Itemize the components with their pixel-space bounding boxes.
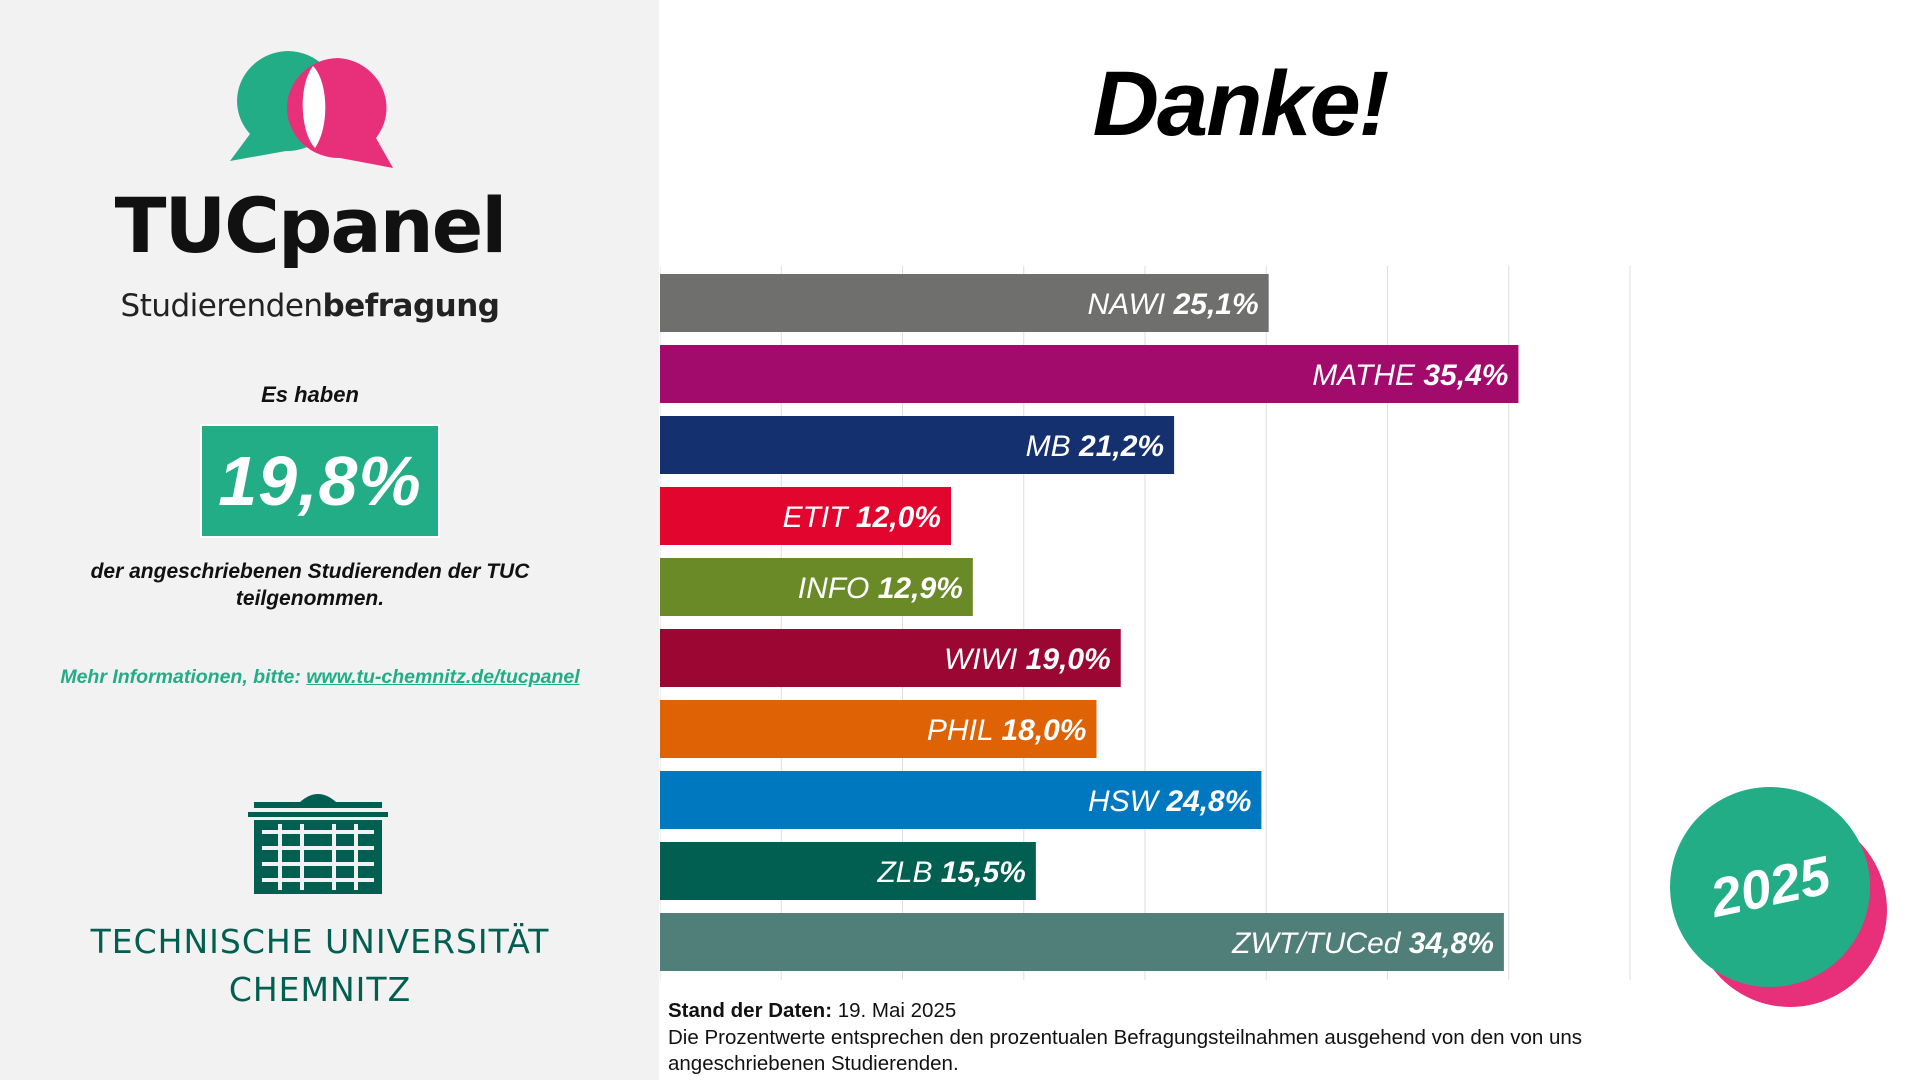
data-note: Stand der Daten: 19. Mai 2025 Die Prozen… <box>668 998 1668 1078</box>
bar-info <box>660 558 973 616</box>
more-info-label: Mehr Informationen, bitte: <box>60 666 307 688</box>
bar-label: INFO 12,9% <box>798 572 963 605</box>
category-label: ZWT/TUCed <box>1231 927 1409 960</box>
university-name-line1: TECHNISCHE UNIVERSITÄT <box>90 922 550 961</box>
more-info: Mehr Informationen, bitte: www.tu-chemni… <box>0 666 640 689</box>
overall-percentage-badge: 19,8% <box>200 424 440 538</box>
value-label: 12,0% <box>856 501 941 534</box>
bar-label: WIWI 19,0% <box>944 643 1111 676</box>
bar-label: ETIT 12,0% <box>783 501 941 534</box>
value-label: 12,9% <box>878 572 963 605</box>
category-label: MB <box>1026 430 1079 463</box>
bar-zlb <box>660 842 1036 900</box>
bar-zwttuced <box>660 913 1504 971</box>
category-label: WIWI <box>944 643 1026 676</box>
page-title: Danke! <box>1092 53 1390 155</box>
bar-wiwi <box>660 629 1121 687</box>
note-date: 19. Mai 2025 <box>832 999 957 1022</box>
bar-label: MATHE 35,4% <box>1312 359 1508 392</box>
value-label: 21,2% <box>1078 430 1164 463</box>
speech-bubbles-logo <box>230 51 393 168</box>
bar-nawi <box>660 274 1269 332</box>
value-label: 18,0% <box>1001 714 1086 747</box>
note-label: Stand der Daten: <box>668 999 833 1022</box>
left-panel: TUCpanel Studierendenbefragung Es haben … <box>0 0 659 1080</box>
more-info-link[interactable]: www.tu-chemnitz.de/tucpanel <box>306 666 580 688</box>
bar-label: ZLB 15,5% <box>876 856 1025 889</box>
note-text: Die Prozentwerte entsprechen den prozent… <box>668 1025 1583 1076</box>
participation-bar-chart: NAWI 25,1% MATHE 35,4% MB 21,2% ETIT 12,0% I… <box>660 266 1631 980</box>
category-label: ETIT <box>783 501 856 534</box>
category-label: ZLB <box>876 856 940 889</box>
bar-hsw <box>660 771 1262 829</box>
university-building-icon <box>248 794 388 894</box>
year-badge: 2025 <box>1670 787 1887 1007</box>
summary-tail: der angeschriebenen Studierenden der TUC… <box>90 560 530 611</box>
value-label: 34,8% <box>1409 927 1494 960</box>
bar-label: MB 21,2% <box>1026 430 1164 463</box>
bar-label: HSW 24,8% <box>1088 785 1251 818</box>
bar-label: PHIL 18,0% <box>927 714 1087 747</box>
value-label: 25,1% <box>1173 288 1259 321</box>
bar-mb <box>660 416 1175 474</box>
bar-mathe <box>660 345 1519 403</box>
category-label: HSW <box>1088 785 1166 818</box>
brand-title: TUCpanel <box>114 181 508 270</box>
brand-subtitle: Studierendenbefragung <box>120 288 500 324</box>
summary-lead: Es haben <box>261 382 359 407</box>
value-label: 19,0% <box>1026 643 1111 676</box>
value-label: 35,4% <box>1423 359 1508 392</box>
category-label: PHIL <box>927 714 1002 747</box>
bar-label: NAWI 25,1% <box>1087 288 1258 321</box>
category-label: INFO <box>798 572 878 605</box>
value-label: 15,5% <box>941 856 1026 889</box>
bar-etit <box>660 487 951 545</box>
category-label: NAWI <box>1087 288 1173 321</box>
university-name: TECHNISCHE UNIVERSITÄT CHEMNITZ <box>0 918 640 1014</box>
university-name-line2: CHEMNITZ <box>228 969 412 1009</box>
value-label: 24,8% <box>1165 785 1251 818</box>
bar-phil <box>660 700 1097 758</box>
bar-label: ZWT/TUCed 34,8% <box>1231 927 1494 960</box>
category-label: MATHE <box>1312 359 1423 392</box>
